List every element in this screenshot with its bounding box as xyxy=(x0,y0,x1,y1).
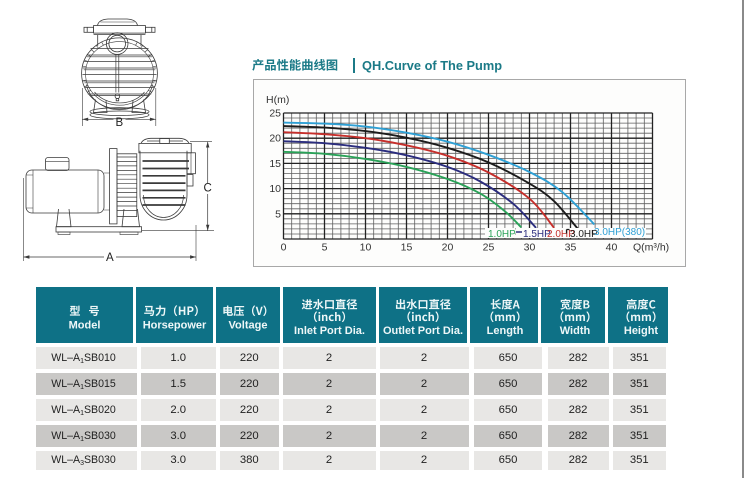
svg-text:20: 20 xyxy=(269,133,281,145)
svg-text:1.5HP: 1.5HP xyxy=(523,229,551,240)
svg-text:0: 0 xyxy=(281,242,287,254)
svg-text:Q(m³/h): Q(m³/h) xyxy=(633,242,669,254)
svg-text:A: A xyxy=(106,252,114,263)
svg-text:1.0HP: 1.0HP xyxy=(488,229,516,240)
svg-text:25: 25 xyxy=(269,108,281,120)
svg-text:5: 5 xyxy=(275,208,281,220)
svg-text:H(m): H(m) xyxy=(266,94,289,106)
svg-text:30: 30 xyxy=(524,242,536,254)
svg-text:2.0HP: 2.0HP xyxy=(547,229,575,240)
svg-text:Horsepower: Horsepower xyxy=(143,320,207,332)
svg-text:Voltage: Voltage xyxy=(229,320,268,332)
svg-text:Height: Height xyxy=(624,325,659,337)
svg-text:5: 5 xyxy=(322,242,328,254)
svg-text:Model: Model xyxy=(69,320,101,332)
svg-text:15: 15 xyxy=(269,158,281,170)
svg-text:Outlet Port Dia.: Outlet Port Dia. xyxy=(383,325,463,337)
svg-text:3.0HP: 3.0HP xyxy=(570,229,598,240)
svg-text:40: 40 xyxy=(606,242,618,254)
svg-text:20: 20 xyxy=(442,242,454,254)
svg-text:Width: Width xyxy=(560,325,591,337)
svg-text:Length: Length xyxy=(487,325,524,337)
svg-text:25: 25 xyxy=(483,242,495,254)
svg-text:3.0HP(380): 3.0HP(380) xyxy=(594,227,645,238)
svg-text:15: 15 xyxy=(401,242,413,254)
svg-text:10: 10 xyxy=(269,183,281,195)
svg-text:B: B xyxy=(116,117,124,129)
svg-text:35: 35 xyxy=(565,242,577,254)
svg-text:10: 10 xyxy=(360,242,372,254)
svg-text:C: C xyxy=(204,183,212,195)
svg-text:Inlet Port Dia.: Inlet Port Dia. xyxy=(294,325,365,337)
